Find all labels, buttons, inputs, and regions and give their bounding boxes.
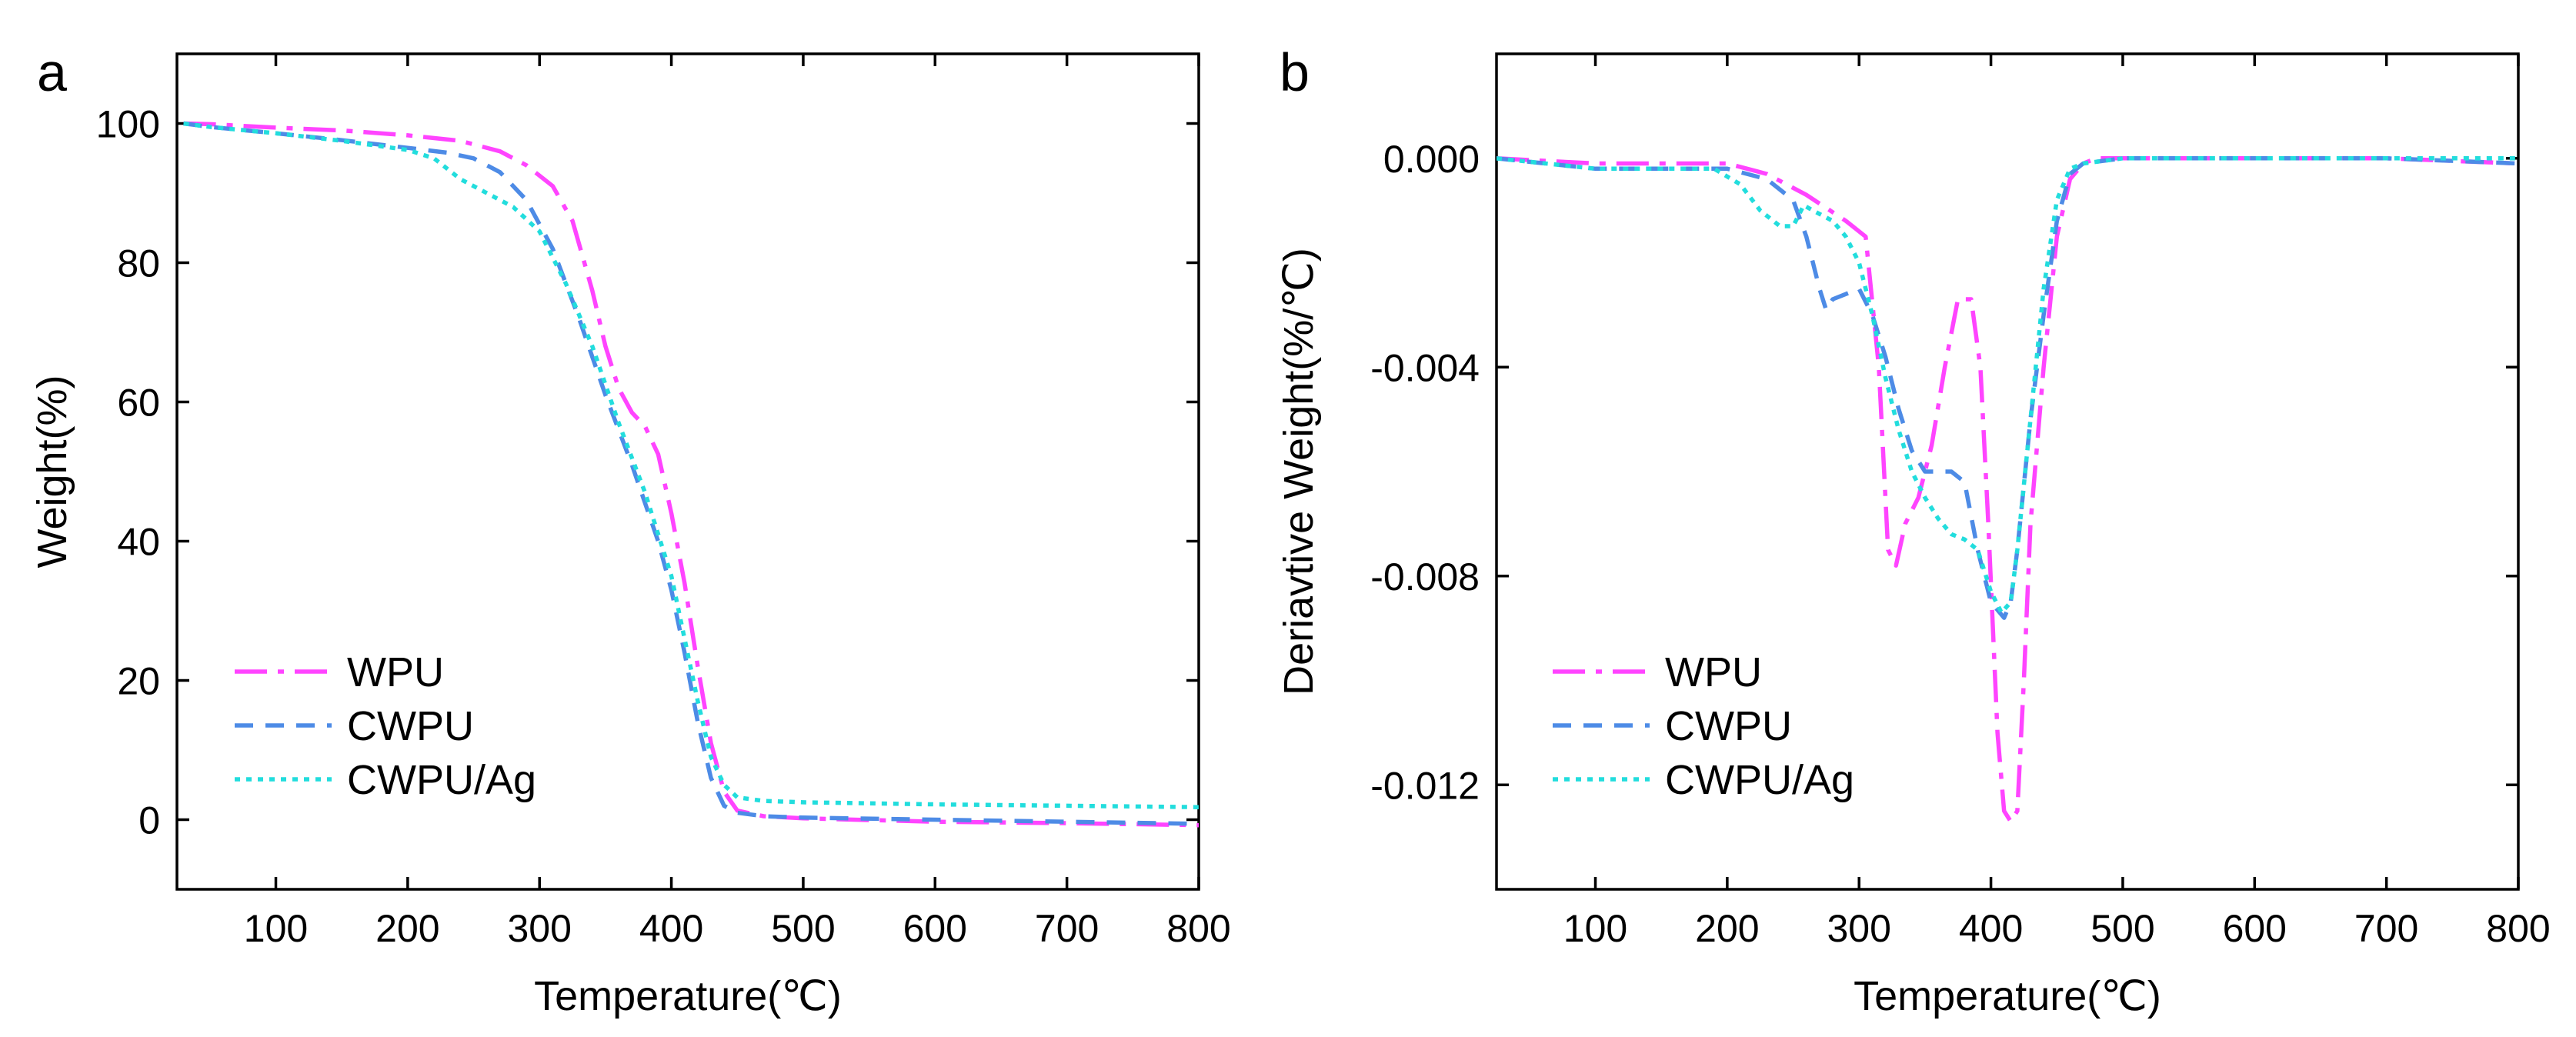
x-tick-label: 400 (1959, 907, 2023, 950)
legend-label: CWPU (347, 703, 474, 749)
x-tick-label: 800 (1166, 907, 1230, 950)
x-tick-label: 200 (375, 907, 439, 950)
panel-a-series-group (183, 121, 1199, 828)
panel-b: b 100 200 300 400 500 600 700 800 0.000 -0.004 -0.… (1276, 42, 2551, 1019)
x-tick-label: 800 (2486, 907, 2550, 950)
panel-a-ticks: 100 200 300 400 500 600 700 800 0 20 40 60 80 100 (96, 54, 1231, 950)
legend-label: WPU (347, 649, 444, 695)
panel-b-series-group (1497, 156, 2518, 824)
x-tick-label: 100 (244, 907, 308, 950)
panel-b-ticks: 100 200 300 400 500 600 700 800 0.000 -0.004 -0.00… (1370, 54, 2551, 950)
panel-b-plot-frame (1495, 52, 2520, 891)
x-tick-label: 600 (903, 907, 967, 950)
legend-label: CWPU/Ag (1665, 757, 1854, 803)
y-tick-label: -0.004 (1370, 346, 1480, 389)
series-line-cwpu-ag (1497, 156, 2518, 615)
x-tick-label: 700 (2354, 907, 2418, 950)
x-tick-label: 700 (1035, 907, 1099, 950)
panel-a-legend: WPU CWPU CWPU/Ag (235, 649, 536, 803)
y-tick-label: -0.008 (1370, 555, 1480, 599)
y-tick-label: 80 (117, 242, 160, 285)
series-line-cwpu (1497, 156, 2518, 620)
y-tick-label: 0.000 (1383, 138, 1480, 181)
y-tick-label: 60 (117, 382, 160, 425)
legend-label: CWPU (1665, 703, 1792, 749)
panel-b-legend: WPU CWPU CWPU/Ag (1553, 649, 1854, 803)
x-tick-label: 500 (771, 907, 835, 950)
panel-b-x-axis-title: Temperature(℃) (1854, 973, 2161, 1019)
panel-a: a 100 200 300 400 500 600 700 800 0 20 40 60 80 100 T… (29, 42, 1231, 1019)
series-line-cwpu-ag (183, 121, 1199, 809)
series-line-wpu (1497, 156, 2518, 824)
series-line-wpu (183, 121, 1199, 828)
x-tick-label: 500 (2090, 907, 2154, 950)
panel-a-letter: a (37, 42, 67, 102)
x-tick-label: 600 (2223, 907, 2287, 950)
y-tick-label: 100 (96, 103, 160, 146)
panel-a-x-axis-title: Temperature(℃) (534, 973, 842, 1019)
x-tick-label: 300 (1827, 907, 1891, 950)
panel-b-letter: b (1280, 42, 1310, 102)
y-tick-label: 40 (117, 521, 160, 564)
panel-a-plot-frame (175, 52, 1200, 891)
panel-b-y-axis-title: Deriavtive Weight(%/℃) (1276, 248, 1322, 695)
x-tick-label: 200 (1695, 907, 1759, 950)
legend-label: WPU (1665, 649, 1762, 695)
x-tick-label: 400 (639, 907, 703, 950)
series-line-cwpu (183, 121, 1199, 826)
legend-label: CWPU/Ag (347, 757, 536, 803)
y-tick-label: 0 (138, 799, 160, 842)
x-tick-label: 300 (508, 907, 572, 950)
y-tick-label: -0.012 (1370, 764, 1480, 807)
y-tick-label: 20 (117, 660, 160, 703)
panel-a-y-axis-title: Weight(%) (29, 375, 75, 568)
x-tick-label: 100 (1563, 907, 1627, 950)
